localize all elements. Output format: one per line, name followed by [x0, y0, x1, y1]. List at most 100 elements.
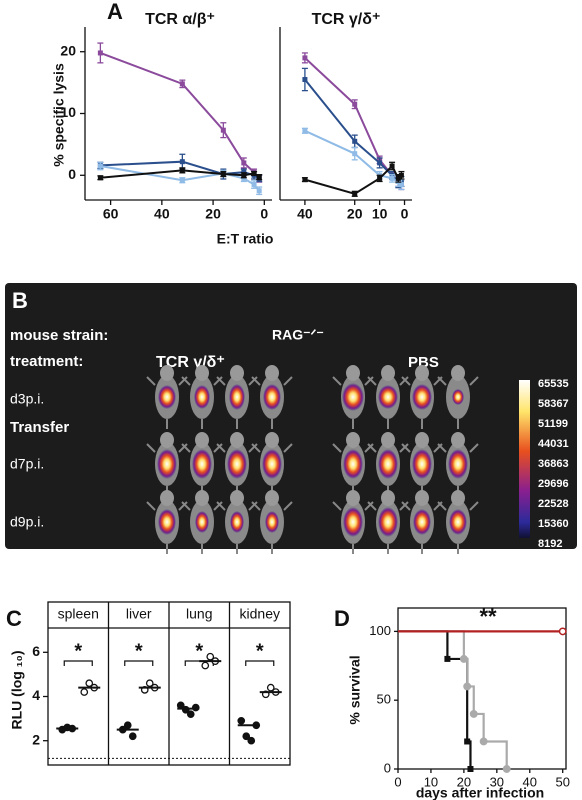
bioluminescence: [449, 509, 467, 535]
bioluminescence: [263, 384, 281, 410]
marker: [241, 160, 247, 166]
mouse-limb: [146, 376, 156, 386]
mouse-head: [230, 490, 244, 506]
mouse-limb: [283, 376, 293, 386]
mouse-limb: [283, 501, 293, 511]
marker: [220, 171, 226, 177]
x-axis-label: E:T ratio: [217, 231, 274, 247]
mouse-limb: [367, 443, 377, 453]
dot: [206, 652, 215, 661]
y-tick-label: 4: [32, 687, 40, 703]
scale-label: 22528: [538, 498, 569, 510]
x-tick-label: 40: [154, 206, 170, 222]
y-axis-label: RLU (log ₁₀): [9, 651, 25, 730]
mouse-limb: [146, 443, 156, 453]
marker: [302, 128, 308, 134]
series-line: [100, 52, 260, 180]
scale-label: 44031: [538, 438, 569, 450]
y-tick-label: 0: [68, 166, 76, 182]
bioluminescence: [342, 383, 364, 411]
x-tick-label: 10: [372, 206, 388, 222]
strain-label: mouse strain:: [10, 327, 108, 344]
mouse-head: [415, 490, 429, 506]
bioluminescence: [192, 449, 212, 479]
x-tick-label: 50: [555, 774, 569, 789]
x-tick-label: 0: [260, 206, 268, 222]
marker: [352, 138, 358, 144]
x-tick-label: 10: [424, 774, 438, 789]
mouse-limb: [181, 376, 191, 386]
mouse-limb: [332, 501, 342, 511]
group-label: PBS: [408, 354, 439, 371]
mouse-limb: [399, 501, 409, 511]
mouse-head: [346, 365, 360, 381]
mouse-limb: [469, 443, 479, 453]
mouse-head: [195, 432, 209, 448]
mouse-limb: [437, 376, 447, 386]
mouse-limb: [251, 376, 261, 386]
mouse-limb: [401, 443, 411, 453]
mouse-limb: [178, 443, 188, 453]
y-tick-label: 100: [369, 623, 391, 638]
dot: [123, 721, 132, 730]
scale-label: 29696: [538, 478, 569, 490]
x-tick-label: 20: [205, 206, 221, 222]
y-axis-label: % survival: [347, 655, 363, 724]
mouse-limb: [364, 443, 374, 453]
category-label: lung: [186, 606, 212, 622]
mouse-head: [160, 432, 174, 448]
marker: [256, 188, 262, 194]
bioluminescence: [230, 511, 244, 533]
significance-bracket: [63, 660, 93, 666]
bioluminescence: [194, 385, 210, 409]
mouse-limb: [213, 443, 223, 453]
survival-curve: [398, 630, 472, 769]
marker: [469, 710, 478, 718]
marker: [302, 55, 308, 61]
mouse-limb: [216, 443, 226, 453]
mouse-limb: [213, 376, 223, 386]
scale-label: 36863: [538, 458, 569, 470]
panel-label: C: [6, 606, 22, 631]
series-line: [304, 57, 403, 186]
annotation: **: [479, 604, 497, 629]
marker: [302, 77, 308, 83]
bioluminescence: [412, 384, 432, 410]
bioluminescence: [378, 507, 398, 537]
x-tick-label: 40: [523, 774, 537, 789]
y-tick-label: 20: [60, 42, 76, 58]
significance: *: [135, 640, 143, 662]
marker: [352, 191, 358, 197]
dot: [85, 679, 94, 688]
bioluminescence: [448, 449, 468, 479]
marker: [179, 167, 185, 173]
bioluminescence: [229, 384, 245, 410]
bioluminescence: [378, 385, 398, 409]
mouse-limb: [248, 501, 258, 511]
treatment-label: treatment:: [10, 353, 83, 370]
marker: [464, 738, 471, 745]
mouse-limb: [364, 501, 374, 511]
marker: [395, 175, 401, 181]
mouse-limb: [213, 501, 223, 511]
marker: [220, 127, 226, 133]
marker: [377, 175, 383, 181]
mouse-head: [451, 432, 465, 448]
mouse-head: [195, 365, 209, 381]
mouse-limb: [178, 501, 188, 511]
marker: [463, 682, 472, 691]
mouse-head: [415, 365, 429, 381]
scale-label: 8192: [538, 538, 562, 550]
x-tick-label: 30: [490, 774, 504, 789]
marker: [398, 182, 404, 188]
marker: [479, 737, 488, 746]
mouse-head: [265, 432, 279, 448]
marker: [97, 163, 103, 169]
mouse-limb: [437, 501, 447, 511]
marker: [444, 655, 451, 662]
dot: [201, 661, 210, 670]
panel-b-background: [5, 283, 577, 549]
mouse-head: [160, 365, 174, 381]
significance: *: [195, 640, 203, 662]
